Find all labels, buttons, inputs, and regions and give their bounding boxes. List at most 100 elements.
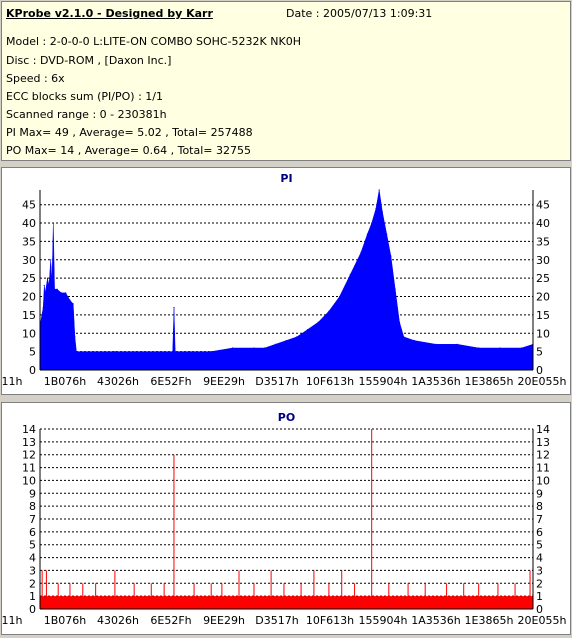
pi-data-point [499, 347, 501, 349]
pi-y-tick-left: 45 [22, 199, 36, 212]
pi-data-point [174, 351, 176, 353]
pi-x-tick: 9EE29h [203, 375, 245, 388]
pi-data-point [253, 347, 255, 349]
pi-data-point [46, 277, 49, 279]
pi-series-area [39, 189, 534, 371]
pi-data-point [328, 310, 330, 312]
pi-data-point [43, 284, 45, 287]
pi-x-tick: D3517h [255, 375, 298, 388]
pi-data-point [381, 211, 383, 213]
pi-chart-panel: PI 0 0 5 5 10 10 15 15 20 20 25 25 30 30 35 35 40 40 45 45 11… [1, 167, 571, 395]
pi-x-tick: 11h [2, 375, 23, 388]
po-y-tick-left: 7 [29, 513, 36, 526]
pi-data-point [74, 336, 76, 338]
disc-line: Disc : DVD-ROM , [Daxon Inc.] [6, 54, 172, 67]
pi-x-tick: 10F613h [306, 375, 354, 388]
po-x-tick: 1B076h [44, 614, 87, 627]
po-x-tick: 10F613h [306, 614, 354, 627]
scanned-range-line: Scanned range : 0 - 230381h [6, 108, 167, 121]
pi-y-tick-right: 30 [536, 254, 550, 267]
pi-data-point [60, 292, 63, 294]
po-y-tick-left: 8 [29, 500, 36, 513]
po-x-tick: 43026h [97, 614, 139, 627]
pi-data-point [413, 340, 416, 342]
po-y-tick-right: 6 [536, 526, 543, 539]
pi-data-point [173, 307, 175, 309]
po-y-tick-left: 6 [29, 526, 36, 539]
pi-data-point [69, 299, 71, 301]
po-y-tick-right: 5 [536, 539, 543, 552]
pi-data-point [232, 347, 234, 349]
pi-data-point [296, 336, 298, 338]
pi-y-tick-right: 45 [536, 199, 550, 212]
pi-data-point [54, 288, 56, 290]
pi-data-point [92, 351, 95, 353]
po-y-tick-right: 3 [536, 564, 543, 577]
pi-x-tick: 20E055h [518, 375, 567, 388]
pi-data-point [478, 347, 480, 349]
pi-x-tick: 1E3865h [465, 375, 514, 388]
pi-data-point [403, 336, 405, 338]
pi-y-tick-right: 25 [536, 272, 550, 285]
pi-data-point [50, 259, 52, 261]
po-y-tick-right: 9 [536, 487, 543, 500]
pi-data-point [394, 288, 396, 290]
pi-data-point [349, 273, 351, 276]
pi-y-tick-right: 40 [536, 217, 550, 230]
pi-data-point [366, 233, 368, 235]
pi-data-point [56, 288, 58, 290]
pi-data-point [157, 351, 159, 353]
pi-data-point [75, 351, 77, 353]
pi-y-tick-right: 5 [536, 346, 543, 359]
pi-y-tick-left: 10 [22, 327, 36, 340]
po-y-tick-left: 3 [29, 564, 36, 577]
po-baseline-band [40, 596, 533, 609]
po-y-tick-left: 13 [22, 436, 36, 449]
po-y-tick-left: 5 [29, 539, 36, 552]
pi-y-tick-left: 30 [22, 254, 36, 267]
po-chart-title: PO [278, 411, 295, 424]
po-x-tick: 155904h [359, 614, 408, 627]
pi-data-point [72, 303, 74, 305]
pi-data-point [339, 295, 341, 298]
po-y-tick-left: 2 [29, 577, 36, 590]
pi-data-point [520, 347, 523, 349]
pi-y-tick-left: 35 [22, 235, 36, 248]
po-y-tick-right: 2 [536, 577, 543, 590]
pi-data-point [285, 340, 287, 342]
po-y-tick-left: 11 [22, 462, 36, 475]
po-y-tick-left: 10 [22, 474, 36, 487]
pi-data-point [398, 321, 401, 323]
po-x-tick: 1E3865h [465, 614, 514, 627]
pi-y-tick-left: 40 [22, 217, 36, 230]
po-y-tick-left: 1 [29, 590, 36, 603]
pi-data-point [371, 222, 373, 224]
pi-x-tick: 1B076h [44, 375, 87, 388]
pi-data-point [52, 222, 54, 224]
po-x-tick: 11h [2, 614, 23, 627]
po-stats-line: PO Max= 14 , Average= 0.64 , Total= 3275… [6, 144, 251, 157]
po-y-tick-right: 13 [536, 436, 550, 449]
po-x-tick: 1A3536h [411, 614, 461, 627]
po-y-tick-left: 0 [29, 603, 36, 616]
po-x-tick: 20E055h [518, 614, 567, 627]
pi-chart: PI 0 0 5 5 10 10 15 15 20 20 25 25 30 30 35 35 40 40 45 45 11… [2, 172, 567, 388]
pi-data-point [274, 343, 276, 345]
po-y-tick-left: 9 [29, 487, 36, 500]
pi-data-point [390, 255, 392, 257]
pi-data-point [317, 321, 319, 323]
po-y-tick-left: 4 [29, 552, 36, 565]
pi-data-point [456, 343, 458, 345]
pi-y-tick-right: 0 [536, 364, 543, 377]
pi-data-point [189, 351, 191, 353]
pi-y-tick-right: 20 [536, 291, 550, 304]
pi-chart-title: PI [280, 172, 292, 185]
pi-data-point [210, 351, 212, 353]
model-line: Model : 2-0-0-0 L:LITE-ON COMBO SOHC-523… [6, 35, 301, 48]
po-y-tick-left: 12 [22, 449, 36, 462]
pi-y-tick-right: 15 [536, 309, 550, 322]
speed-line: Speed : 6x [6, 72, 65, 85]
scan-info-panel: KProbe v2.1.0 - Designed by Karr Date : … [1, 1, 571, 161]
pi-x-tick: 1A3536h [411, 375, 461, 388]
